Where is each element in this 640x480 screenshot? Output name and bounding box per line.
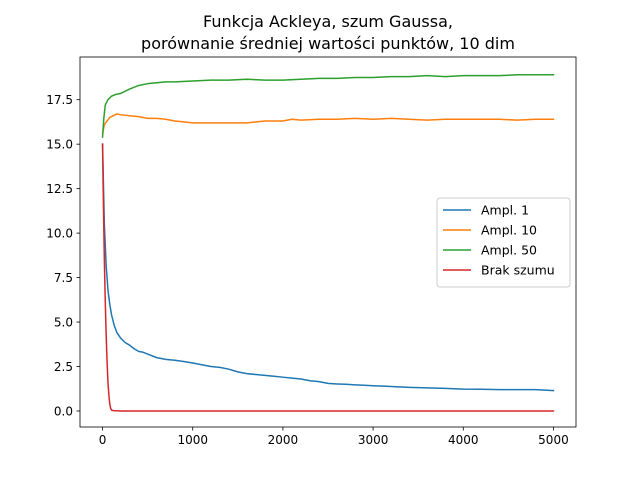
y-tick-label: 17.5 [46, 93, 73, 107]
x-tick-label: 2000 [268, 433, 299, 447]
y-tick-label: 0.0 [54, 404, 73, 418]
x-tick-label: 3000 [358, 433, 389, 447]
plot-area [79, 56, 577, 428]
legend-label-1: Ampl. 1 [481, 203, 529, 218]
x-tick-label: 0 [99, 433, 107, 447]
x-axis: 0 1000 2000 3000 4000 5000 [99, 427, 569, 447]
legend-label-2: Ampl. 10 [481, 223, 537, 238]
series-line-2 [101, 113, 555, 135]
chart-title-line-2: porównanie średniej wartości punktów, 10… [141, 34, 515, 53]
y-tick-label: 15.0 [46, 137, 73, 151]
legend-label-3: Ampl. 50 [481, 243, 537, 258]
x-tick-label: 4000 [448, 433, 479, 447]
y-tick-label: 2.5 [54, 360, 73, 374]
series-line-4 [101, 143, 555, 412]
legend-label-4: Brak szumu [481, 263, 555, 278]
series-line-1 [101, 143, 555, 392]
y-tick-label: 10.0 [46, 226, 73, 240]
legend: Ampl. 1 Ampl. 10 Ampl. 50 Brak szumu [436, 197, 571, 288]
legend-box [436, 197, 571, 288]
chart-title-line-1: Funkcja Ackleya, szum Gaussa, [203, 12, 453, 31]
y-axis: 0.0 2.5 5.0 7.5 10.0 12.5 15.0 17.5 [46, 93, 80, 418]
y-tick-label: 7.5 [54, 271, 73, 285]
x-tick-label: 1000 [177, 433, 208, 447]
series-line-3 [101, 74, 555, 138]
x-tick-label: 5000 [538, 433, 569, 447]
y-tick-label: 12.5 [46, 182, 73, 196]
plot-frame [79, 56, 577, 428]
y-tick-label: 5.0 [54, 315, 73, 329]
series-layer [101, 74, 555, 412]
